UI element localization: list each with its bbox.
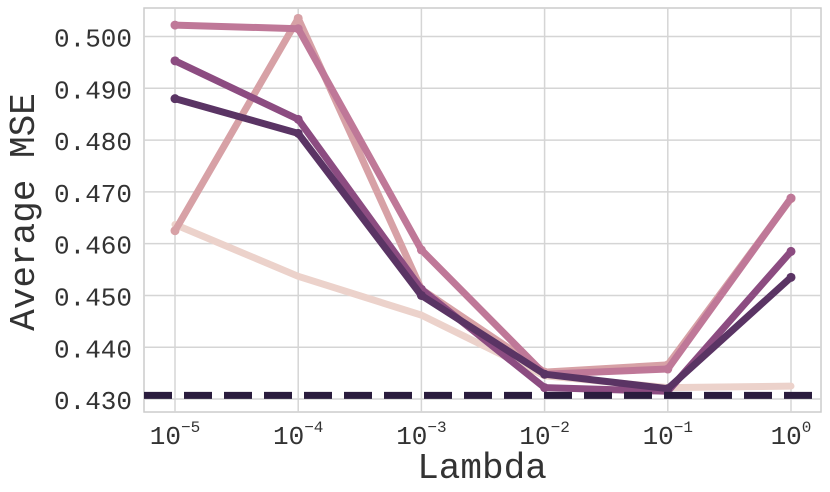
x-tick-label: 100	[771, 419, 812, 452]
data-point	[293, 13, 303, 23]
data-point	[416, 290, 426, 300]
y-tick-label: 0.450	[54, 283, 132, 313]
x-tick-label: 10−2	[519, 419, 569, 452]
data-point	[540, 383, 550, 393]
data-point	[786, 246, 796, 256]
data-point	[663, 384, 673, 394]
data-point	[293, 128, 303, 138]
series-line-1	[171, 221, 795, 392]
x-axis-label: Lambda	[417, 448, 547, 489]
series-line-5	[171, 95, 795, 393]
x-tick-labels: 10−5 10−4 10−3 10−2 10−1 100	[150, 419, 812, 452]
y-tick-label: 0.460	[54, 232, 132, 262]
data-point	[786, 193, 796, 203]
data-point	[293, 114, 303, 124]
data-point	[170, 20, 180, 30]
y-tick-label: 0.500	[54, 24, 132, 54]
x-tick-label: 10−3	[396, 419, 446, 452]
x-tick-label: 10−5	[150, 419, 200, 452]
data-point	[170, 56, 180, 66]
data-point	[170, 226, 180, 236]
data-point	[663, 364, 673, 374]
data-point	[416, 245, 426, 255]
grid-lines	[144, 8, 821, 412]
data-point	[170, 94, 180, 104]
series-line-3	[171, 21, 795, 378]
y-tick-label: 0.440	[54, 335, 132, 365]
y-axis-label: Average MSE	[4, 93, 45, 331]
y-tick-label: 0.480	[54, 128, 132, 158]
data-point	[540, 369, 550, 379]
y-tick-labels: 0.430 0.440 0.450 0.460 0.470 0.480 0.490 0.500	[54, 24, 132, 417]
series-layer	[170, 13, 796, 396]
y-tick-label: 0.470	[54, 180, 132, 210]
y-tick-label: 0.490	[54, 76, 132, 106]
x-tick-label: 10−1	[643, 419, 693, 452]
x-tick-label: 10−4	[273, 419, 323, 452]
y-tick-label: 0.430	[54, 387, 132, 417]
data-point	[786, 272, 796, 282]
data-point	[293, 24, 303, 34]
plot-area	[143, 7, 822, 413]
